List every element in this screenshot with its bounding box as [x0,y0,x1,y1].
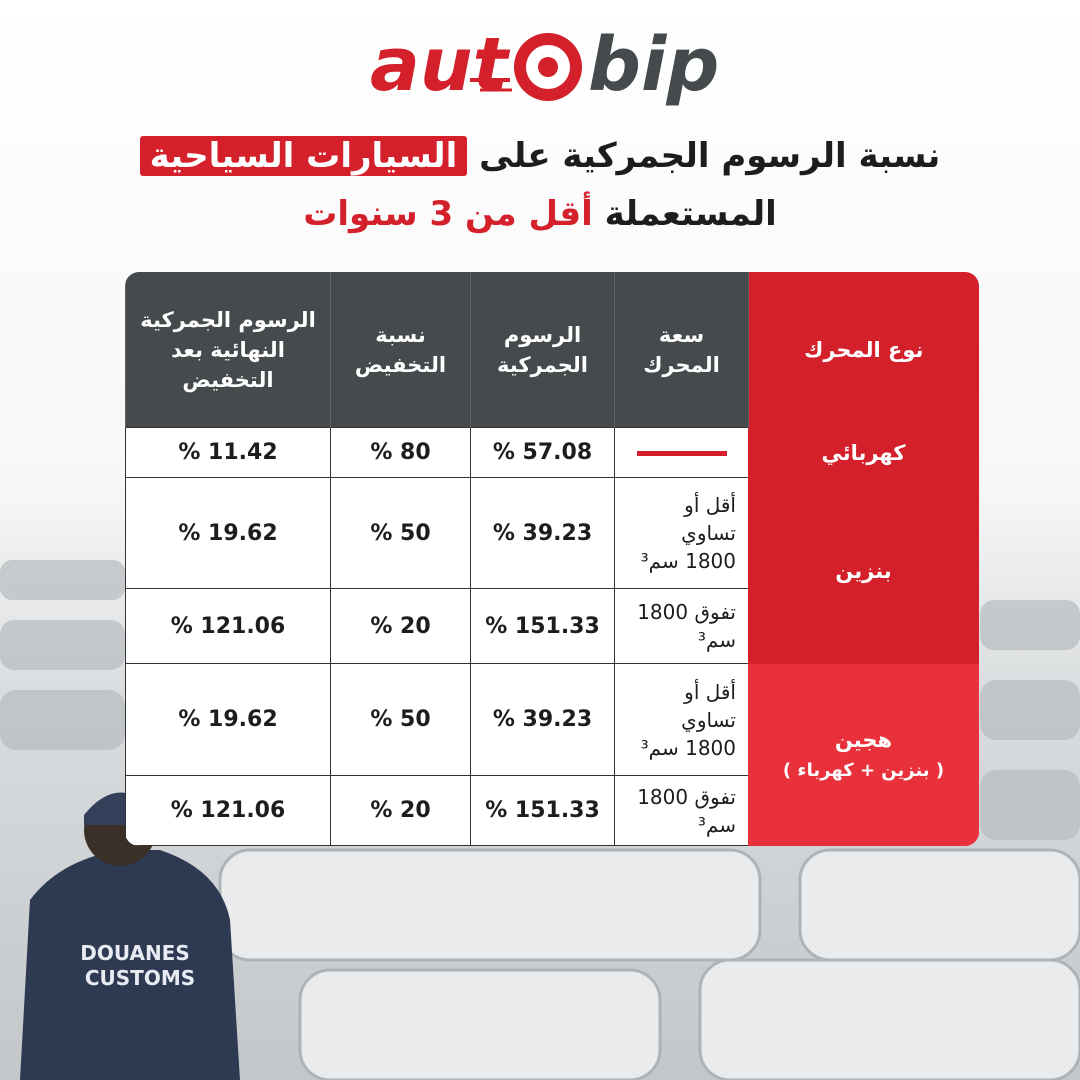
cell: % 11.42 [125,427,331,478]
cell: % 50 [330,477,471,589]
dash [636,450,727,456]
title-text: المستعملة [604,194,777,234]
cell: % 151.33 [470,588,615,664]
row: هجين ( بنزين + كهرباء ) أقل أو تساوي 1800… [125,663,979,846]
capacity-cell: تفوق 1800 سم³ [614,775,749,846]
cell: % 20 [330,588,471,664]
cell: % 39.23 [470,477,615,589]
engine-type: كهربائي [748,427,979,478]
title-line: نسبة الرسوم الجمركية على السيارات السياح… [60,128,1020,184]
cell: % 19.62 [125,477,331,589]
header-cell: الرسوم الجمركية [470,272,615,428]
cell: % 121.06 [125,775,331,846]
logo: aut bip [370,22,719,108]
cell: % 39.23 [470,663,615,776]
capacity-cell: أقل أو تساوي 1800 سم³ [614,477,749,589]
cell: % 80 [330,427,471,478]
engine-type: هجين ( بنزين + كهرباء ) [748,663,979,846]
svg-text:DOUANES: DOUANES [80,941,190,965]
row: تفوق 1800 سم³ % 151.33 % 20 % 121.06 [125,775,979,846]
logo-wheel [470,33,582,101]
cell: % 19.62 [125,663,331,776]
cell: % 151.33 [470,775,615,846]
logo-left: aut [370,22,511,108]
header-cell: نوع المحرك [748,272,979,428]
svg-text:CUSTOMS: CUSTOMS [85,966,195,990]
engine-type-name: هجين [834,728,893,752]
capacity-cell: أقل أو تساوي 1800 سم³ [614,663,749,776]
engine-type: بنزين [748,477,979,664]
title: نسبة الرسوم الجمركية على السيارات السياح… [60,128,1020,244]
row: تفوق 1800 سم³ % 151.33 % 20 % 121.06 [125,588,979,664]
header-cell: نسبة التخفيض [330,272,471,428]
row: بنزين أقل أو تساوي 1800 سم³ % 39.23 % 50… [125,477,979,664]
customs-table: نوع المحرك سعة المحرك الرسوم الجمركية نس… [125,272,979,846]
title-highlight: أقل من 3 سنوات [303,194,593,234]
cell: % 20 [330,775,471,846]
cell: % 50 [330,663,471,776]
header-row: نوع المحرك سعة المحرك الرسوم الجمركية نس… [125,272,979,428]
header-cell: سعة المحرك [614,272,749,428]
cell: % 57.08 [470,427,615,478]
capacity-cell [614,427,749,478]
logo-right: bip [588,22,719,108]
cell: % 121.06 [125,588,331,664]
header-cell: الرسوم الجمركية النهائية بعد التخفيض [125,272,331,428]
engine-subtype: ( بنزين + كهرباء ) [782,760,945,781]
capacity-cell: تفوق 1800 سم³ [614,588,749,664]
title-text: نسبة الرسوم الجمركية على [479,136,941,176]
row: كهربائي % 57.08 % 80 % 11.42 [125,427,979,478]
title-line: المستعملة أقل من 3 سنوات [60,184,1020,244]
title-highlight: السيارات السياحية [139,136,468,176]
